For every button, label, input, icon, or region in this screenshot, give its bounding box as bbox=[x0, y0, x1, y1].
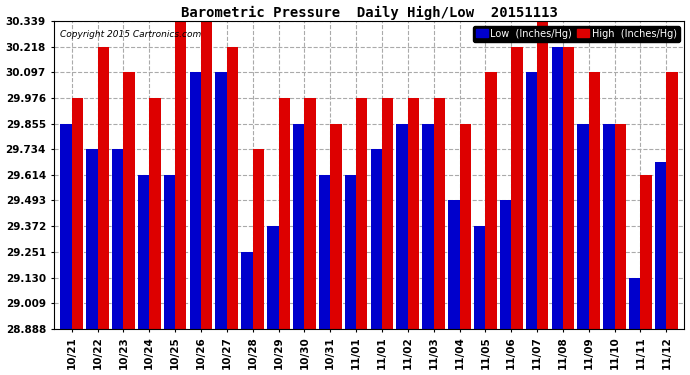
Bar bbox=[319, 175, 331, 329]
Bar bbox=[578, 124, 589, 329]
Bar bbox=[149, 98, 161, 329]
Bar bbox=[241, 252, 253, 329]
Bar bbox=[537, 21, 549, 329]
Bar bbox=[500, 201, 511, 329]
Bar bbox=[474, 226, 485, 329]
Bar bbox=[253, 149, 264, 329]
Bar bbox=[304, 98, 316, 329]
Bar bbox=[356, 98, 368, 329]
Bar bbox=[215, 72, 227, 329]
Bar bbox=[382, 98, 393, 329]
Bar bbox=[563, 46, 574, 329]
Bar bbox=[124, 72, 135, 329]
Bar bbox=[86, 149, 97, 329]
Bar bbox=[293, 124, 304, 329]
Bar bbox=[433, 98, 445, 329]
Bar bbox=[551, 46, 563, 329]
Bar bbox=[201, 21, 213, 329]
Bar bbox=[164, 175, 175, 329]
Bar bbox=[640, 175, 652, 329]
Bar bbox=[138, 175, 149, 329]
Bar bbox=[190, 72, 201, 329]
Bar bbox=[615, 124, 626, 329]
Bar bbox=[72, 98, 83, 329]
Bar bbox=[112, 149, 124, 329]
Bar bbox=[603, 124, 615, 329]
Bar bbox=[460, 124, 471, 329]
Bar bbox=[511, 46, 522, 329]
Bar bbox=[227, 46, 238, 329]
Bar bbox=[589, 72, 600, 329]
Bar bbox=[629, 278, 640, 329]
Bar bbox=[97, 46, 109, 329]
Bar bbox=[448, 201, 460, 329]
Bar bbox=[279, 98, 290, 329]
Bar bbox=[267, 226, 279, 329]
Legend: Low  (Inches/Hg), High  (Inches/Hg): Low (Inches/Hg), High (Inches/Hg) bbox=[473, 26, 680, 42]
Bar bbox=[485, 72, 497, 329]
Bar bbox=[60, 124, 72, 329]
Bar bbox=[345, 175, 356, 329]
Bar bbox=[371, 149, 382, 329]
Title: Barometric Pressure  Daily High/Low  20151113: Barometric Pressure Daily High/Low 20151… bbox=[181, 6, 558, 20]
Bar bbox=[331, 124, 342, 329]
Bar bbox=[408, 98, 419, 329]
Bar bbox=[422, 124, 433, 329]
Bar bbox=[175, 21, 186, 329]
Bar bbox=[526, 72, 537, 329]
Bar bbox=[667, 72, 678, 329]
Bar bbox=[655, 162, 667, 329]
Text: Copyright 2015 Cartronics.com: Copyright 2015 Cartronics.com bbox=[60, 30, 201, 39]
Bar bbox=[397, 124, 408, 329]
